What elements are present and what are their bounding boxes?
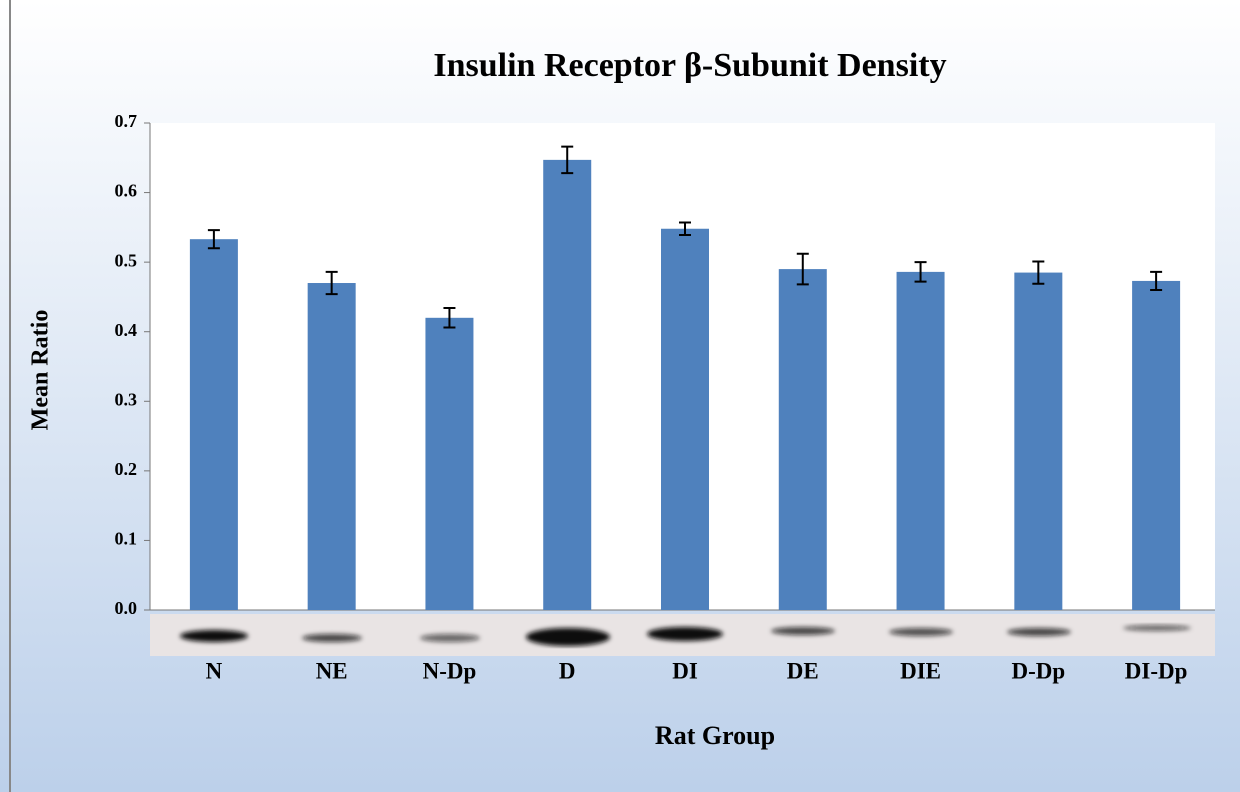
bar: [190, 239, 238, 610]
bar: [425, 318, 473, 610]
y-tick-label: 0.5: [115, 250, 138, 270]
x-tick-label: DE: [787, 658, 819, 683]
blot-band: [889, 628, 953, 636]
y-tick-label: 0.7: [115, 111, 138, 131]
blot-band: [420, 634, 480, 642]
y-tick-label: 0.4: [115, 320, 138, 340]
x-tick-label: DI: [672, 658, 698, 683]
blot-band: [1007, 628, 1071, 636]
y-tick-label: 0.2: [115, 459, 138, 479]
blot-band: [180, 630, 248, 642]
bar: [897, 272, 945, 610]
bar: [661, 229, 709, 610]
blot-band: [647, 627, 723, 641]
y-tick-label: 0.3: [115, 389, 138, 409]
x-tick-label: DIE: [900, 658, 941, 683]
bar: [779, 269, 827, 610]
x-tick-label: N-Dp: [423, 658, 477, 683]
x-tick-label: D: [559, 658, 576, 683]
x-axis-label: Rat Group: [655, 721, 775, 750]
x-tick-label: N: [206, 658, 223, 683]
bar: [308, 283, 356, 610]
blot-band: [771, 627, 835, 635]
page: Insulin Receptor β-Subunit Density Mean …: [0, 0, 1240, 792]
chart-title: Insulin Receptor β-Subunit Density: [433, 47, 946, 84]
blot-band: [1123, 625, 1191, 631]
x-tick-label: DI-Dp: [1125, 658, 1188, 683]
y-tick-label: 0.0: [115, 598, 138, 618]
blot-band: [526, 628, 610, 646]
y-tick-label: 0.6: [115, 181, 138, 201]
bar: [543, 160, 591, 610]
chart: Insulin Receptor β-Subunit Density Mean …: [0, 0, 1240, 792]
y-tick-label: 0.1: [115, 529, 138, 549]
bar: [1132, 281, 1180, 610]
y-axis-label: Mean Ratio: [28, 310, 54, 431]
blot-band: [302, 634, 362, 642]
x-tick-label: NE: [316, 658, 348, 683]
x-tick-label: D-Dp: [1011, 658, 1065, 683]
bar: [1014, 273, 1062, 610]
